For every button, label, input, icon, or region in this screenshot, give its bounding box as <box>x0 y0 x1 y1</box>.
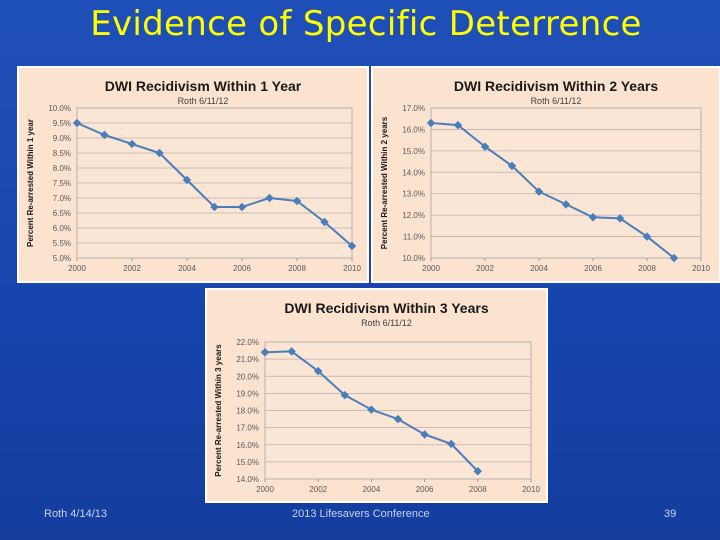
data-point <box>426 118 436 128</box>
y-tick-label: 20.0% <box>236 372 259 381</box>
x-tick-label: 2002 <box>476 264 494 273</box>
y-tick-label: 14.0% <box>236 475 259 484</box>
y-tick-label: 8.0% <box>53 164 71 173</box>
plot-area <box>430 107 702 259</box>
y-tick-label: 19.0% <box>236 389 259 398</box>
y-tick-label: 6.5% <box>53 209 71 218</box>
y-tick-label: 5.5% <box>53 239 71 248</box>
data-point <box>480 142 490 151</box>
y-tick-label: 16.0% <box>236 441 259 450</box>
chart-panel-2-years: 10.0% 11.0% 12.0% 13.0% 14.0% 15.0% 16.0% 17.0%… <box>371 66 720 283</box>
data-point <box>320 217 329 227</box>
data-point <box>260 348 270 357</box>
y-tick-label: 5.0% <box>53 254 71 263</box>
y-tick-label: 13.0% <box>402 190 425 199</box>
chart-title: DWI Recidivism Within 3 Years <box>284 300 488 316</box>
y-axis-label: Percent Re-arrested Within 2 years <box>380 116 389 249</box>
chart-subtitle: Roth 6/11/12 <box>178 96 229 106</box>
y-tick-label: 10.0% <box>402 254 425 263</box>
chart-subtitle: Roth 6/11/12 <box>361 318 412 328</box>
x-tick-label: 2010 <box>692 264 710 273</box>
series-line <box>430 122 675 259</box>
x-tick-label: 2004 <box>363 485 381 494</box>
data-point <box>265 193 274 203</box>
x-tick-label: 2002 <box>309 485 327 494</box>
y-tick-label: 14.0% <box>402 168 425 177</box>
x-tick-label: 2006 <box>416 485 434 494</box>
y-tick-label: 7.5% <box>53 179 71 188</box>
chart-2-years: 10.0% 11.0% 12.0% 13.0% 14.0% 15.0% 16.0% 17.0%… <box>380 78 710 273</box>
y-tick-label: 21.0% <box>236 355 259 364</box>
slide-title: Evidence of Specific Deterrence <box>90 4 642 44</box>
chart-1-year: 5.0% 5.5% 6.0% 6.5% 7.0% 7.5% 8.0% 8.5% 9.0% 9.5%… <box>26 78 361 273</box>
y-tick-label: 16.0% <box>402 125 425 134</box>
y-tick-label: 6.0% <box>53 224 71 233</box>
x-tick-label: 2008 <box>638 264 656 273</box>
data-point <box>446 439 456 449</box>
x-tick-label: 2010 <box>522 485 540 494</box>
data-point <box>347 241 357 251</box>
chart-title: DWI Recidivism Within 2 Years <box>454 78 658 94</box>
data-point <box>473 467 483 476</box>
y-tick-label: 9.0% <box>53 134 71 143</box>
footer-left: Roth 4/14/13 <box>44 508 107 520</box>
data-point <box>420 430 429 439</box>
data-point <box>453 120 463 130</box>
x-tick-label: 2006 <box>233 264 251 273</box>
x-tick-label: 2008 <box>469 485 487 494</box>
x-tick-label: 2008 <box>288 264 306 273</box>
y-axis-label: Percent Re-arrested Within 1 year <box>26 119 35 247</box>
y-axis-label: Percent Re-arrested Within 3 years <box>214 344 223 477</box>
x-tick-label: 2000 <box>68 264 86 273</box>
y-tick-label: 11.0% <box>403 233 425 242</box>
y-tick-label: 15.0% <box>402 147 425 156</box>
x-tick-label: 2004 <box>530 264 548 273</box>
x-tick-label: 2000 <box>422 264 440 273</box>
x-tick-label: 2002 <box>123 264 141 273</box>
x-tick-label: 2006 <box>584 264 602 273</box>
y-tick-label: 17.0% <box>236 424 259 433</box>
y-tick-label: 15.0% <box>236 458 259 467</box>
chart-3-years: 14.0% 15.0% 16.0% 17.0% 18.0% 19.0% 20.0% 21.0%… <box>214 300 540 494</box>
y-tick-label: 12.0% <box>402 211 425 220</box>
x-tick-label: 2000 <box>256 485 274 494</box>
chart-title: DWI Recidivism Within 1 Year <box>105 78 302 94</box>
data-point <box>393 414 403 424</box>
data-point <box>367 405 376 414</box>
chart-subtitle: Roth 6/11/12 <box>531 96 582 106</box>
y-tick-label: 9.5% <box>53 119 71 128</box>
chart-panel-1-year: 5.0% 5.5% 6.0% 6.5% 7.0% 7.5% 8.0% 8.5% 9.0% 9.5%… <box>17 66 369 283</box>
y-tick-label: 22.0% <box>236 338 259 347</box>
x-tick-label: 2004 <box>178 264 196 273</box>
y-tick-label: 7.0% <box>53 194 71 203</box>
y-tick-label: 18.0% <box>236 407 259 416</box>
y-tick-label: 8.5% <box>53 149 71 158</box>
y-tick-label: 17.0% <box>402 104 425 113</box>
page-number: 39 <box>664 508 677 520</box>
chart-panel-3-years: 14.0% 15.0% 16.0% 17.0% 18.0% 19.0% 20.0% 21.0%… <box>205 288 548 503</box>
data-point <box>292 196 302 206</box>
footer-center: 2013 Lifesavers Conference <box>292 508 430 520</box>
x-tick-label: 2010 <box>343 264 361 273</box>
y-tick-label: 10.0% <box>48 104 71 113</box>
